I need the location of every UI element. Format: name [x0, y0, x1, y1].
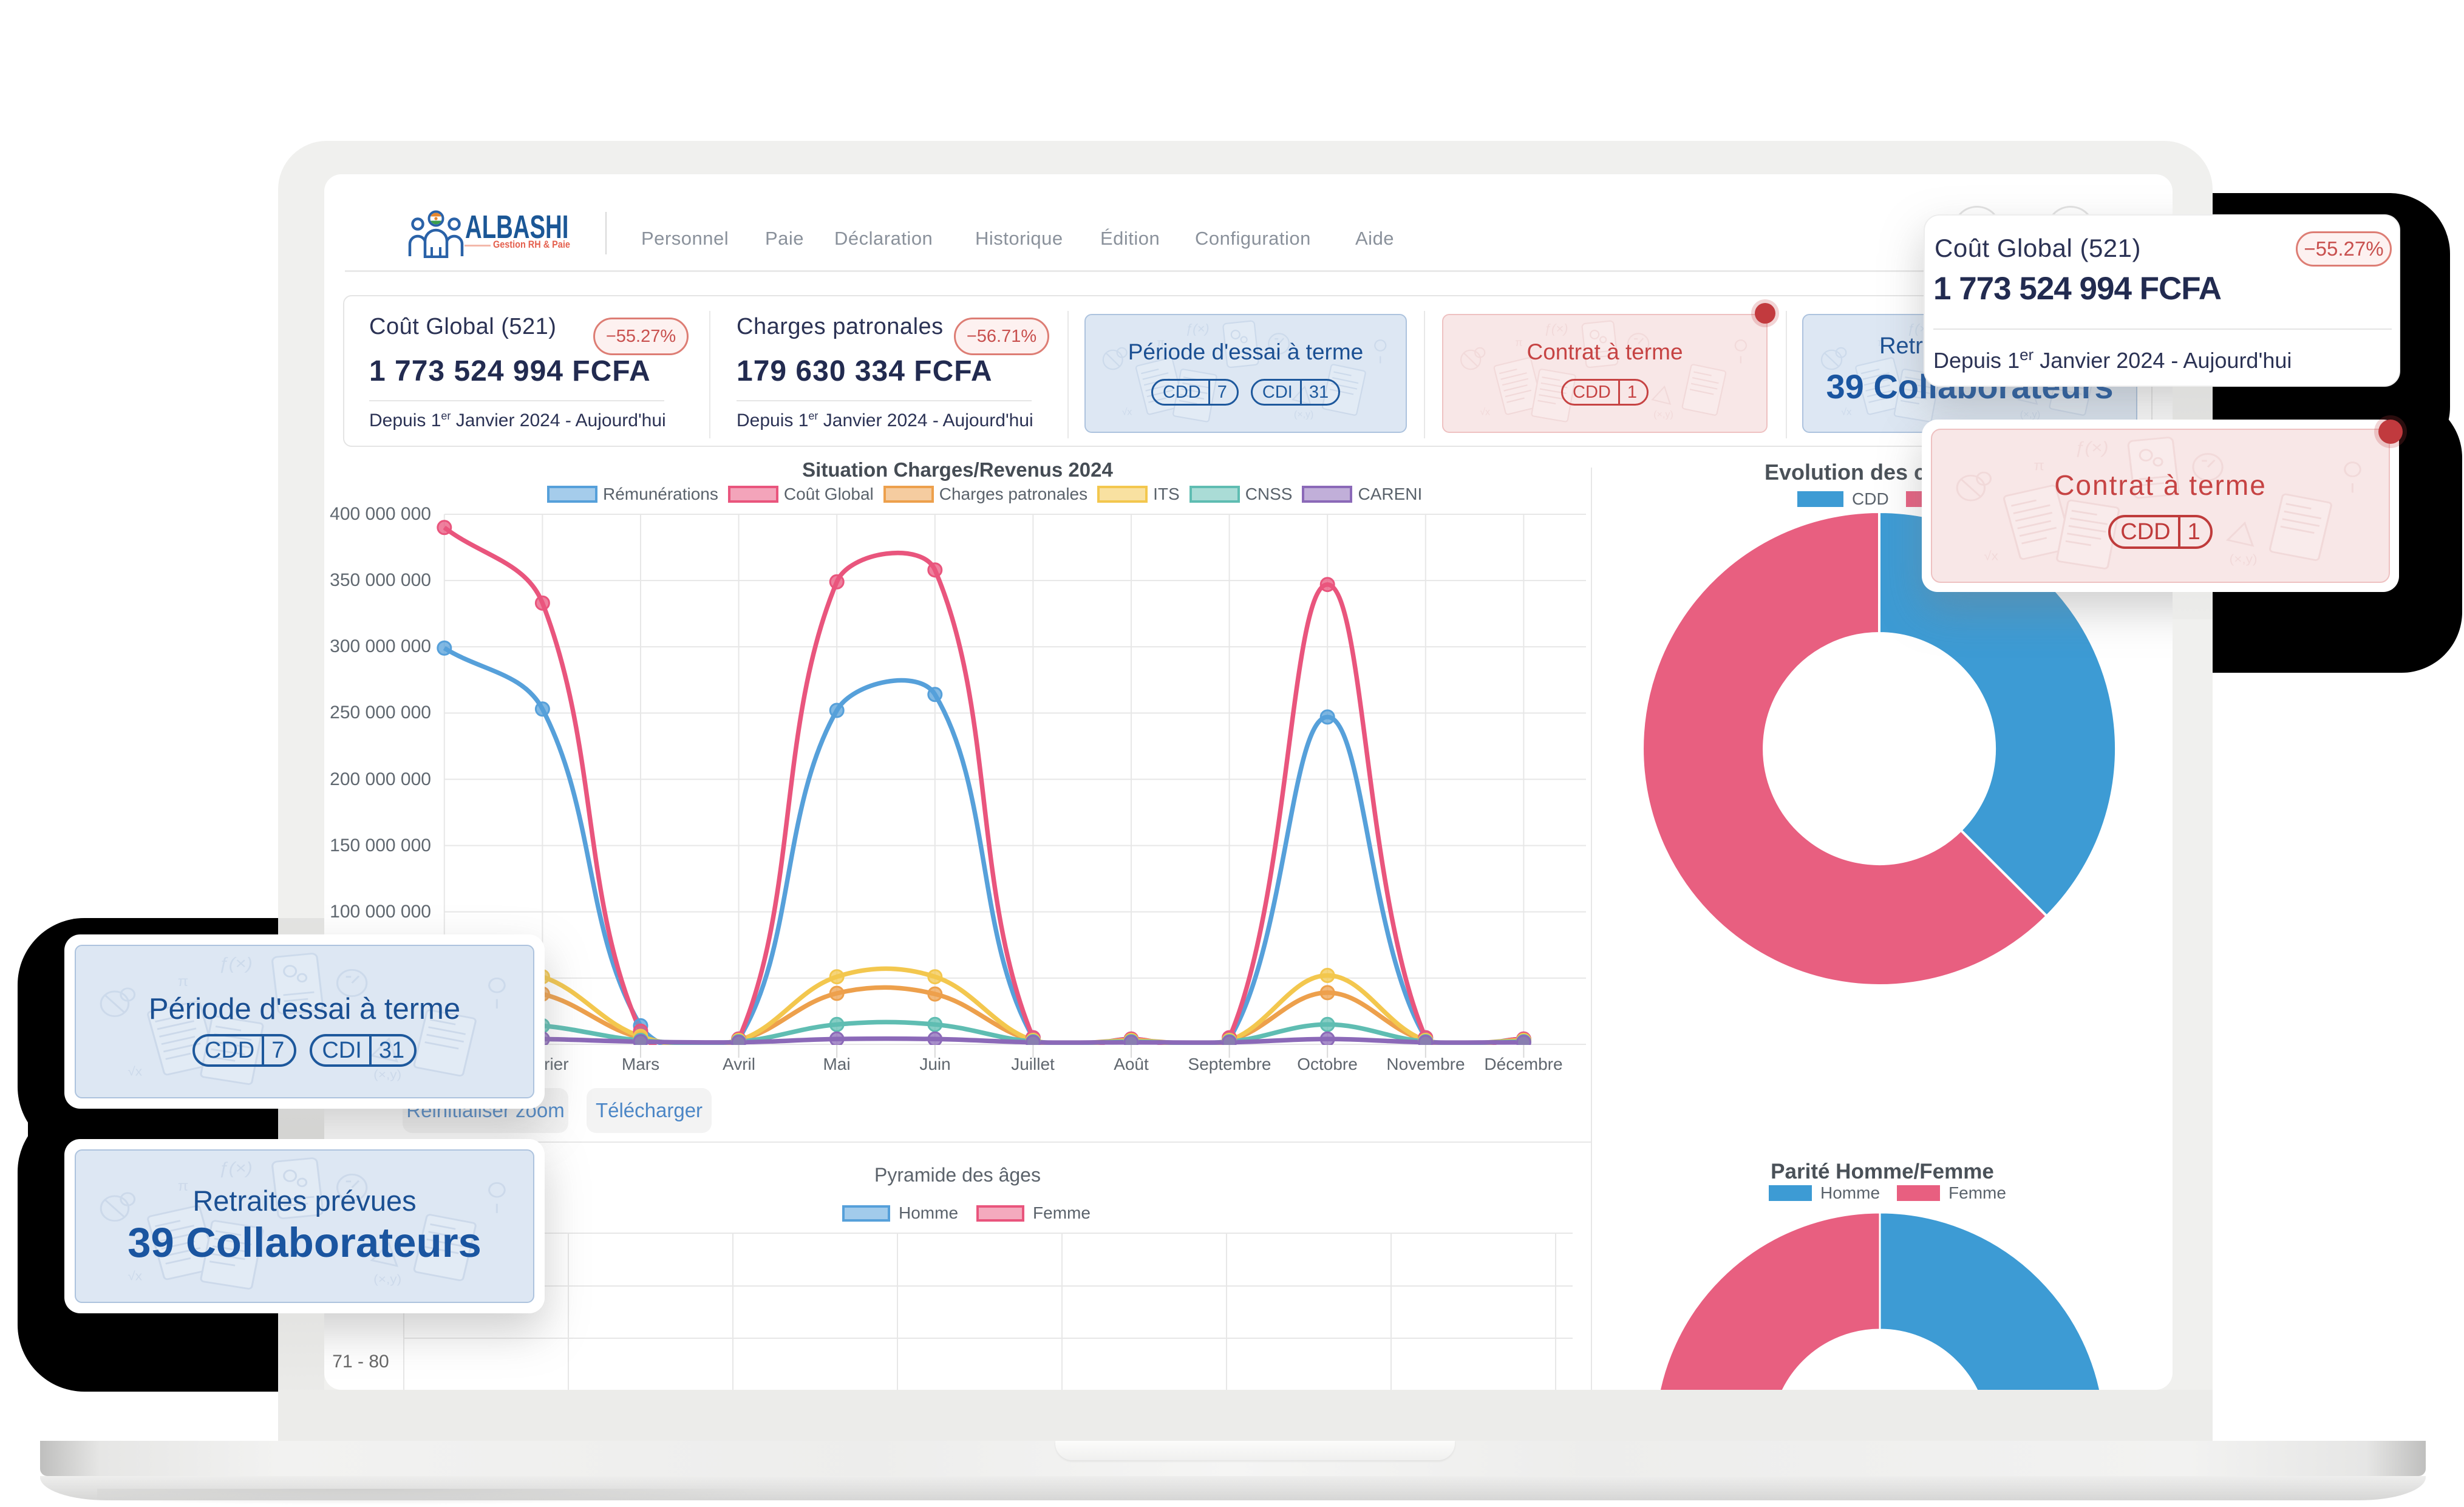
svg-text:ƒ(×): ƒ(×) [1185, 321, 1209, 336]
svg-text:ƒ(×): ƒ(×) [218, 1159, 252, 1178]
svg-text:ƒ(×): ƒ(×) [1544, 321, 1568, 336]
svg-text:π: π [1877, 336, 1885, 348]
svg-text:(×,y): (×,y) [373, 1067, 401, 1082]
svg-text:π: π [1157, 336, 1164, 349]
svg-text:(×,y): (×,y) [373, 1272, 401, 1287]
svg-text:√x: √x [1841, 407, 1851, 418]
svg-text:ƒ(×): ƒ(×) [218, 954, 252, 973]
svg-text:π: π [2033, 458, 2044, 474]
svg-text:√x: √x [1984, 548, 1998, 563]
svg-text:(×,y): (×,y) [2020, 409, 2041, 420]
svg-text:(×,y): (×,y) [1294, 410, 1313, 420]
svg-text:ƒ(×): ƒ(×) [2074, 438, 2108, 457]
svg-text:(×,y): (×,y) [2230, 551, 2258, 566]
svg-text:√x: √x [128, 1064, 142, 1079]
svg-text:π: π [178, 974, 189, 989]
svg-text:(×,y): (×,y) [1653, 410, 1673, 420]
svg-text:π: π [178, 1179, 189, 1194]
svg-text:√x: √x [128, 1269, 142, 1284]
svg-text:√x: √x [1122, 407, 1132, 418]
svg-text:√x: √x [1480, 407, 1490, 418]
svg-text:π: π [1515, 336, 1522, 349]
